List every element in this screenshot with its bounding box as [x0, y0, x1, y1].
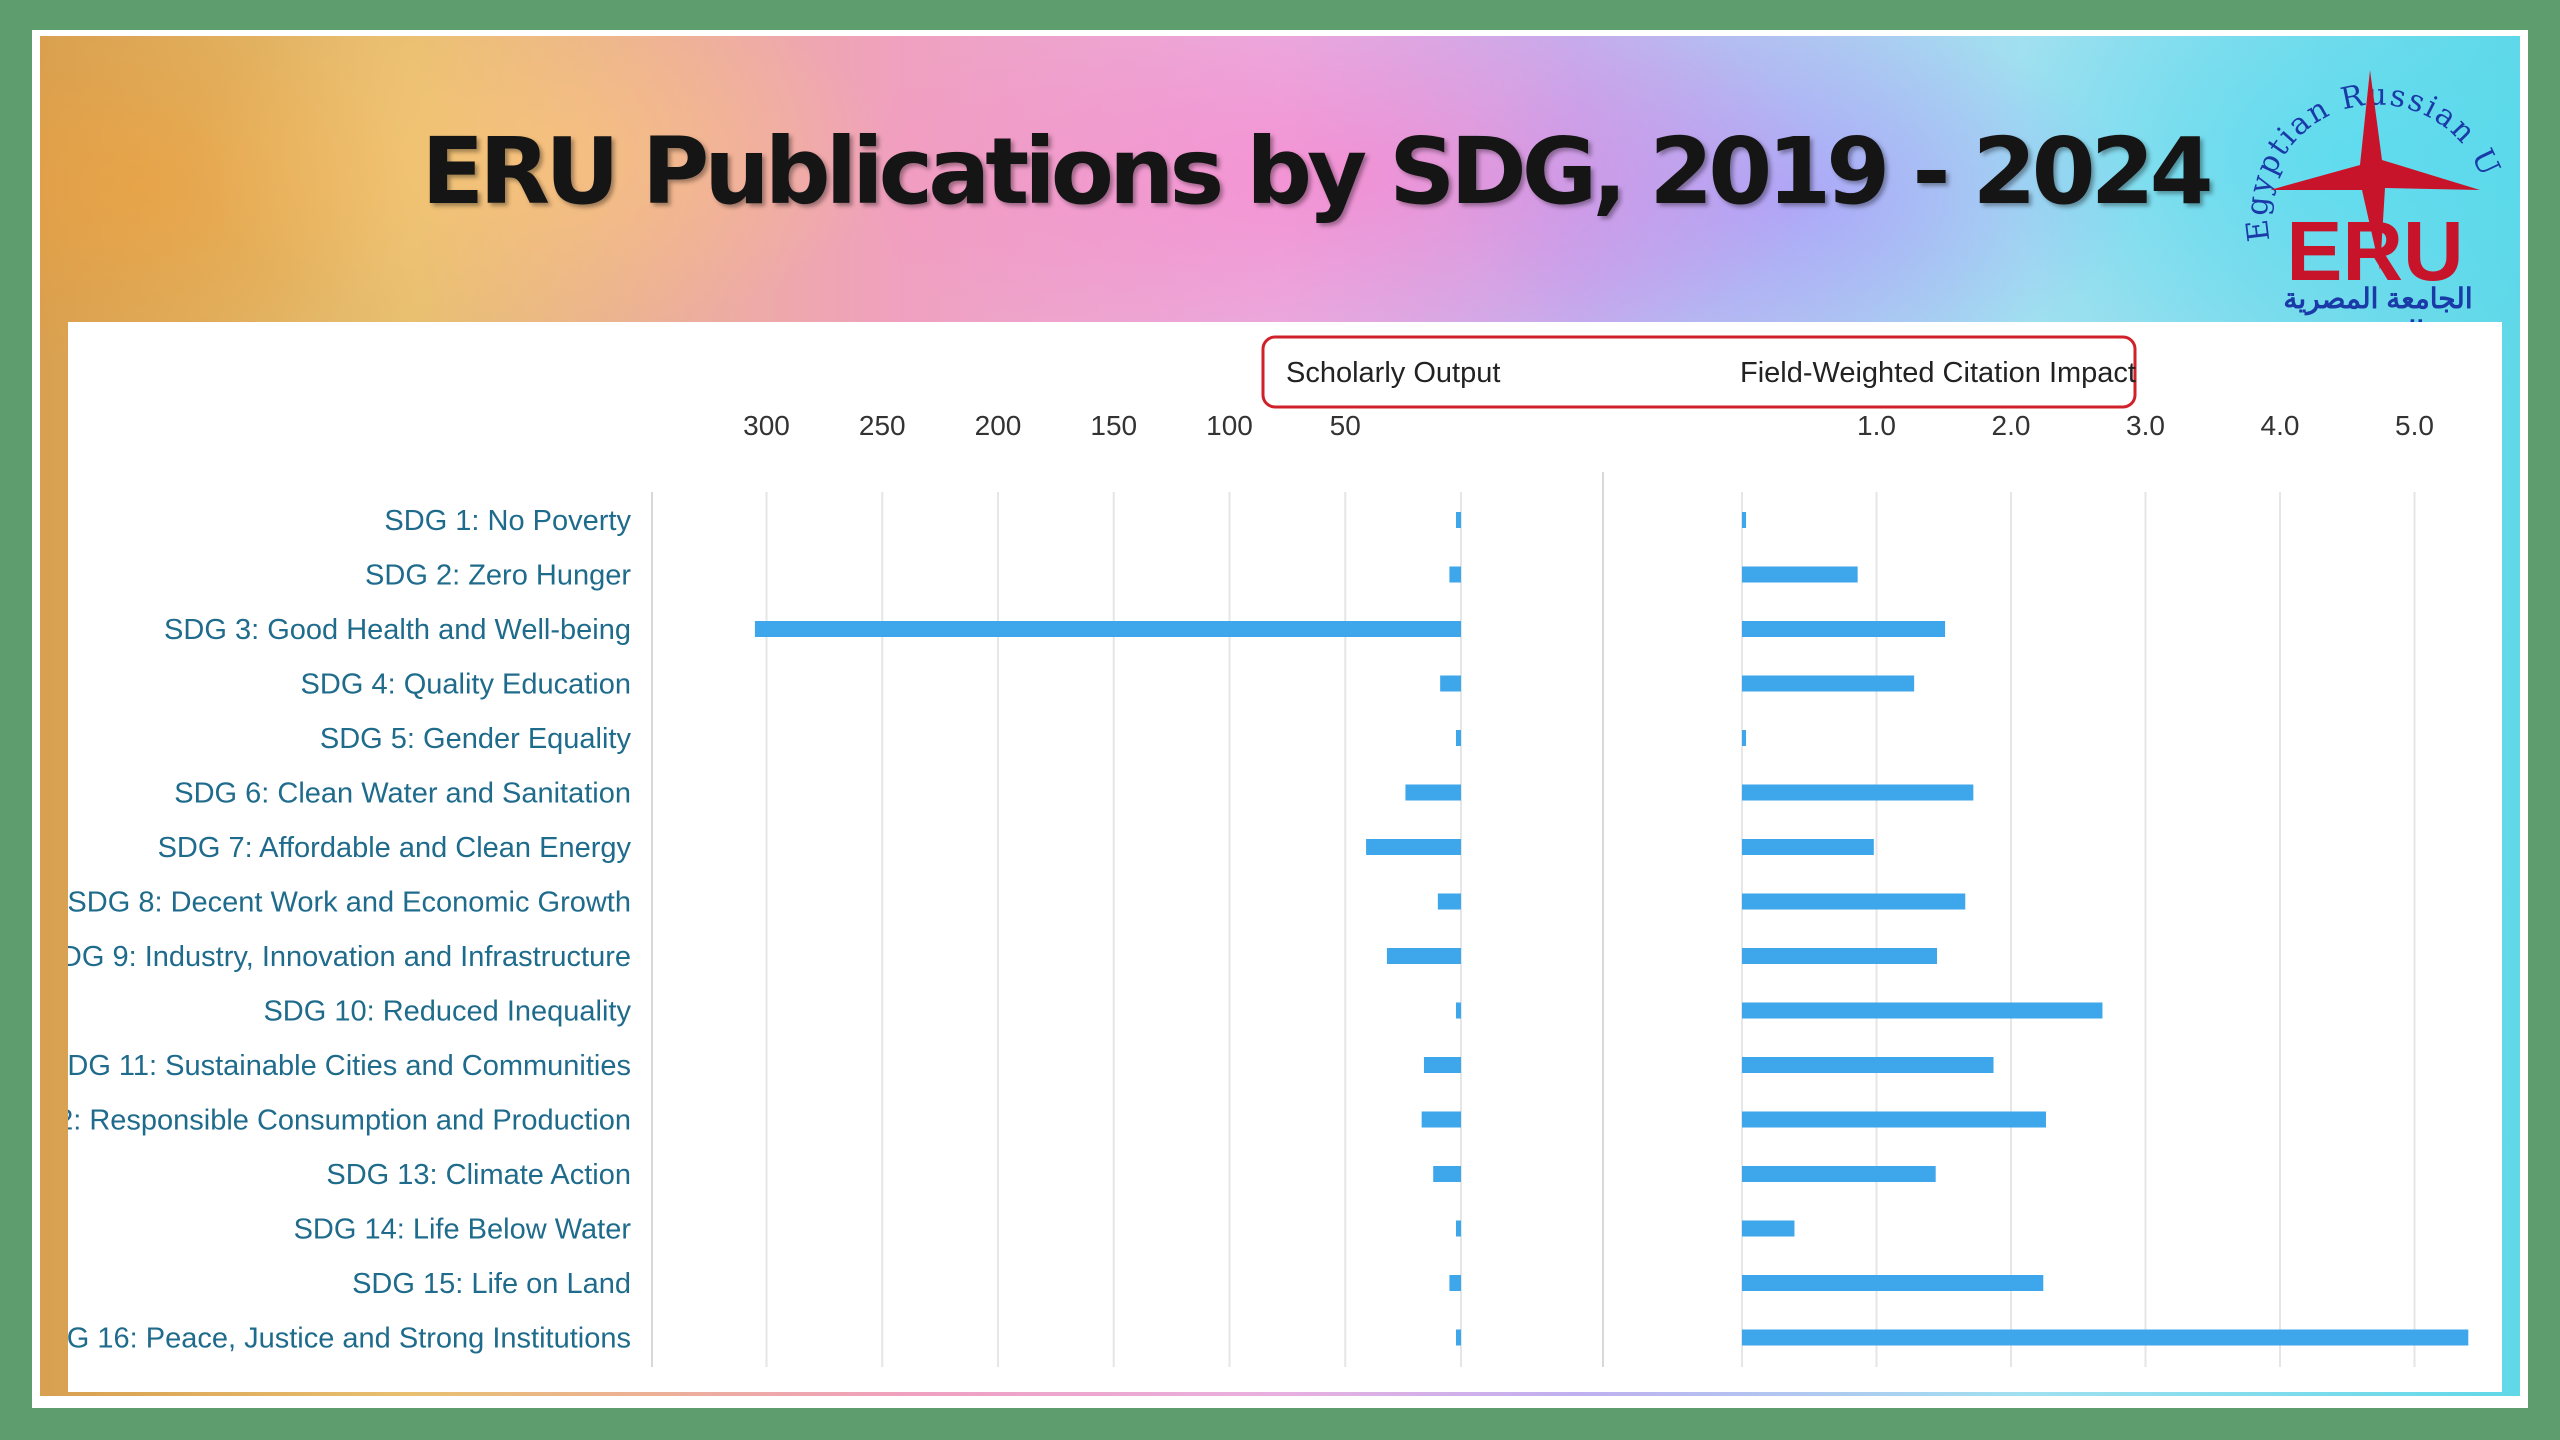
bar-scholarly-output: [1456, 730, 1461, 746]
bar-scholarly-output: [1449, 1275, 1461, 1291]
bar-scholarly-output: [1423, 1057, 1461, 1073]
x-tick-label: 4.0: [2261, 410, 2300, 441]
chart-panel: 300 250 200 150 100 50 1.0 2.0 3.0 4.0 5.0 Scholarl…: [68, 322, 2502, 1392]
bar-scholarly-output: [1405, 784, 1461, 801]
bar-scholarly-output: [1366, 839, 1461, 855]
x-tick-label: 300: [743, 410, 790, 441]
bar-fwci: [1742, 1002, 2103, 1019]
bar-scholarly-output: [754, 621, 1461, 637]
series-name-fwci: Field-Weighted Citation Impact: [1740, 357, 2136, 389]
x-tick-label: 2.0: [1992, 410, 2031, 441]
bar-scholarly-output: [1456, 1329, 1461, 1346]
category-label: SDG 14: Life Below Water: [294, 1214, 632, 1246]
bar-fwci: [1742, 675, 1915, 692]
bar-fwci: [1742, 784, 1974, 801]
category-label: SDG 9: Industry, Innovation and Infrastr…: [68, 941, 631, 973]
bar-fwci: [1742, 621, 1946, 637]
category-label: SDG 7: Affordable and Clean Energy: [158, 832, 632, 864]
bar-scholarly-output: [1456, 1002, 1461, 1019]
bar-fwci: [1742, 948, 1938, 964]
bar-scholarly-output: [1386, 948, 1461, 964]
category-label: SDG 6: Clean Water and Sanitation: [174, 778, 631, 810]
sdg-chart: 300 250 200 150 100 50 1.0 2.0 3.0 4.0 5.0 Scholarl…: [68, 335, 2469, 1367]
bar-scholarly-output: [1456, 512, 1461, 528]
category-label: SDG 4: Quality Education: [301, 669, 631, 701]
category-label: SDG 15: Life on Land: [352, 1268, 631, 1300]
bar-scholarly-output: [1433, 1166, 1461, 1182]
category-label: SDG 5: Gender Equality: [320, 723, 632, 755]
bar-fwci: [1742, 1329, 2469, 1346]
bar-fwci: [1742, 1166, 1936, 1182]
category-label: SDG 2: Zero Hunger: [365, 560, 631, 592]
category-label: SDG 3: Good Health and Well-being: [164, 614, 631, 646]
bar-fwci: [1742, 1111, 2046, 1128]
category-label: SDG 12: Responsible Consumption and Prod…: [68, 1105, 631, 1137]
bar-scholarly-output: [1421, 1111, 1461, 1128]
bar-fwci: [1742, 1275, 2044, 1291]
bar-fwci: [1742, 893, 1966, 910]
x-tick-label: 200: [975, 410, 1022, 441]
x-tick-label: 1.0: [1857, 410, 1896, 441]
bar-scholarly-output: [1449, 566, 1461, 583]
category-label: SDG 16: Peace, Justice and Strong Instit…: [68, 1323, 631, 1355]
series-name-scholarly-output: Scholarly Output: [1286, 357, 1500, 389]
bar-fwci: [1742, 730, 1747, 746]
category-label: SDG 10: Reduced Inequality: [263, 996, 631, 1028]
university-logo: Egyptian Russian University ERU: [2230, 40, 2505, 298]
x-tick-label: 50: [1330, 410, 1361, 441]
logo-acronym: ERU: [2286, 204, 2463, 298]
series-header-box: [1261, 335, 2137, 409]
x-tick-label: 150: [1090, 410, 1137, 441]
bar-scholarly-output: [1456, 1220, 1461, 1237]
logo-star-icon: [2270, 70, 2480, 270]
x-tick-label: 3.0: [2126, 410, 2165, 441]
bar-fwci: [1742, 839, 1874, 855]
chart-title: ERU Publications by SDG, 2019 - 2024: [421, 118, 2213, 225]
bar-fwci: [1742, 566, 1858, 583]
category-label: SDG 11: Sustainable Cities and Communiti…: [68, 1050, 631, 1082]
x-tick-label: 250: [859, 410, 906, 441]
category-label: SDG 13: Climate Action: [326, 1159, 631, 1191]
category-label: SDG 1: No Poverty: [384, 505, 631, 537]
x-tick-label: 5.0: [2395, 410, 2434, 441]
bar-scholarly-output: [1440, 675, 1461, 692]
bar-fwci: [1742, 1220, 1795, 1237]
x-tick-label: 100: [1206, 410, 1253, 441]
bar-scholarly-output: [1437, 893, 1461, 910]
bar-fwci: [1742, 512, 1747, 528]
bar-fwci: [1742, 1057, 1994, 1073]
category-label: SDG 8: Decent Work and Economic Growth: [68, 887, 631, 919]
